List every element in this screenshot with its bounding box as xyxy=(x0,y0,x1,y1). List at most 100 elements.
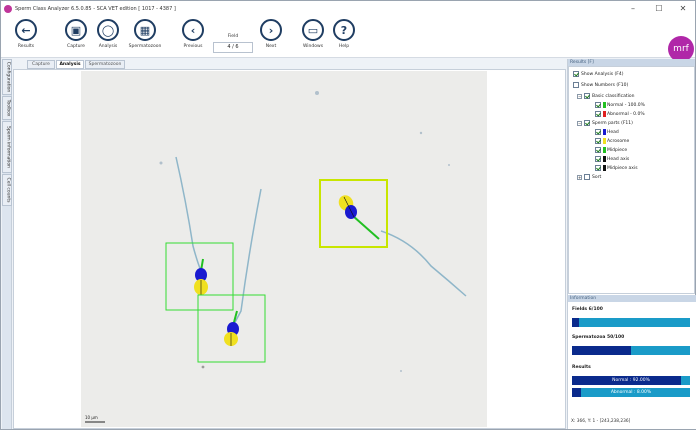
results-button[interactable]: ← Results xyxy=(8,19,44,57)
previous-button-label: Previous xyxy=(183,44,203,49)
side-tab-toolbox[interactable]: Toolbox xyxy=(2,96,12,120)
close-button[interactable]: ✕ xyxy=(679,4,687,13)
scale-bar-label: 10 µm xyxy=(85,415,98,420)
abnormal-result-text: Abnormal : 8.00% xyxy=(610,390,652,395)
midpiece-axis-color-swatch xyxy=(603,165,606,171)
side-tab-cell-counts[interactable]: Cell counts xyxy=(2,174,12,206)
tree-collapse-icon[interactable]: − xyxy=(577,93,582,99)
help-button[interactable]: ? Help xyxy=(326,19,362,57)
basic-classification-checkbox[interactable] xyxy=(584,93,590,99)
field-label: Field xyxy=(227,34,239,39)
show-analysis-option[interactable]: Show Analysis (F4) xyxy=(573,70,624,78)
midpiece-axis-label: Midpiece axis xyxy=(607,165,638,171)
show-numbers-option[interactable]: Show Numbers (F10) xyxy=(573,81,628,89)
spermatozoon-icon: ▦ xyxy=(134,19,156,41)
capture-icon: ▣ xyxy=(65,19,87,41)
acrosome-checkbox[interactable] xyxy=(595,138,601,144)
results-button-label: Results xyxy=(17,44,35,49)
analysis-button[interactable]: ◯ Analysis xyxy=(90,19,126,57)
acrosome-label: Acrosome xyxy=(607,138,630,144)
midpiece-checkbox[interactable] xyxy=(595,147,601,153)
show-numbers-label: Show Numbers (F10) xyxy=(581,82,629,88)
normal-checkbox[interactable] xyxy=(595,102,601,108)
midpiece-axis-option[interactable]: Midpiece axis xyxy=(595,164,638,172)
app-logo-icon xyxy=(4,4,12,13)
results-label: Results xyxy=(572,365,591,370)
next-button[interactable]: › Next xyxy=(253,19,289,57)
fields-progress-bar xyxy=(572,318,690,327)
sperm-cell-selected[interactable] xyxy=(319,179,388,248)
normal-option[interactable]: Normal - 100.0% xyxy=(595,101,645,109)
sperm-parts-checkbox[interactable] xyxy=(584,120,590,126)
back-arrow-icon: ← xyxy=(15,19,37,41)
side-tab-cell-counts-label: Cell counts xyxy=(5,177,11,203)
midpiece-axis-checkbox[interactable] xyxy=(595,165,601,171)
basic-classification-label: Basic classification xyxy=(592,93,635,99)
information-panel-title: Information xyxy=(570,296,597,301)
results-panel-title: Results [F] xyxy=(570,60,594,65)
normal-result-fill xyxy=(572,376,681,385)
tab-capture[interactable]: Capture xyxy=(27,60,55,69)
spermatozoa-progress-fill xyxy=(572,346,631,355)
tab-analysis[interactable]: Analysis xyxy=(56,60,84,69)
midpiece-option[interactable]: Midpiece xyxy=(595,146,627,154)
abnormal-color-swatch xyxy=(603,111,606,117)
microscope-image[interactable]: 10 µm xyxy=(81,71,487,427)
spermatozoa-label: Spermatozoa 50/100 xyxy=(572,335,625,340)
sort-node[interactable]: + Sort xyxy=(577,173,601,181)
spermatozoon-button[interactable]: ▦ Spermatozoon xyxy=(127,19,163,57)
windows-button-label: Windows xyxy=(302,44,324,49)
show-analysis-checkbox[interactable] xyxy=(573,71,579,77)
sperm-parts-label: Sperm parts (F11) xyxy=(592,120,633,126)
fields-label: Fields 6/100 xyxy=(572,307,603,312)
sperm-cell[interactable] xyxy=(165,242,234,311)
sort-checkbox[interactable] xyxy=(584,174,590,180)
minimize-button[interactable]: – xyxy=(631,4,635,13)
head-axis-checkbox[interactable] xyxy=(595,156,601,162)
midpiece-color-swatch xyxy=(603,147,606,153)
field-counter[interactable]: 4 / 6 xyxy=(213,42,253,53)
side-tab-strip: Configuration Toolbox Sperm information … xyxy=(2,59,12,429)
tree-expand-icon[interactable]: + xyxy=(577,174,582,180)
results-panel: Show Analysis (F4) Show Numbers (F10) − … xyxy=(568,66,695,294)
fields-progress-fill xyxy=(572,318,580,327)
head-axis-color-swatch xyxy=(603,156,606,162)
capture-button[interactable]: ▣ Capture xyxy=(58,19,94,57)
chevron-left-icon: ‹ xyxy=(182,19,204,41)
head-checkbox[interactable] xyxy=(595,129,601,135)
head-axis-option[interactable]: Head axis xyxy=(595,155,629,163)
show-numbers-checkbox[interactable] xyxy=(573,82,579,88)
analysis-icon: ◯ xyxy=(97,19,119,41)
user-avatar[interactable]: mrf xyxy=(668,36,694,62)
chevron-right-icon: › xyxy=(260,19,282,41)
abnormal-option[interactable]: Abnormal - 0.0% xyxy=(595,110,645,118)
sperm-cell-box[interactable] xyxy=(165,242,234,311)
sperm-cell-selected-box[interactable] xyxy=(319,179,388,248)
abnormal-checkbox[interactable] xyxy=(595,111,601,117)
head-option[interactable]: Head xyxy=(595,128,619,136)
abnormal-result-bar: Abnormal : 8.00% xyxy=(572,388,690,397)
sperm-cell[interactable] xyxy=(197,294,266,363)
windows-button[interactable]: ▭ Windows xyxy=(295,19,331,57)
tree-collapse-icon[interactable]: − xyxy=(577,120,582,126)
capture-button-label: Capture xyxy=(67,44,85,49)
previous-button[interactable]: ‹ Previous xyxy=(175,19,211,57)
right-panel: Results [F] Show Analysis (F4) Show Numb… xyxy=(567,59,696,429)
side-tab-configuration[interactable]: Configuration xyxy=(2,59,12,95)
acrosome-option[interactable]: Acrosome xyxy=(595,137,629,145)
abnormal-result-fill xyxy=(572,388,582,397)
abnormal-label: Abnormal - 0.0% xyxy=(607,111,645,117)
maximize-button[interactable]: ☐ xyxy=(655,4,663,13)
tab-spermatozoon[interactable]: Spermatozoon xyxy=(85,60,125,69)
pixel-coordinates-readout: X: 366, Y: 1 - [243,238,236] xyxy=(571,419,631,424)
normal-color-swatch xyxy=(603,102,606,108)
sperm-parts-node[interactable]: − Sperm parts (F11) xyxy=(577,119,633,127)
side-tab-sperm-information[interactable]: Sperm information xyxy=(2,121,12,173)
sperm-cell-box[interactable] xyxy=(197,294,266,363)
basic-classification-node[interactable]: − Basic classification xyxy=(577,92,634,100)
information-panel-header: Information xyxy=(568,295,696,302)
head-label: Head xyxy=(607,129,619,135)
normal-label: Normal - 100.0% xyxy=(607,102,645,108)
sort-label: Sort xyxy=(592,174,602,180)
